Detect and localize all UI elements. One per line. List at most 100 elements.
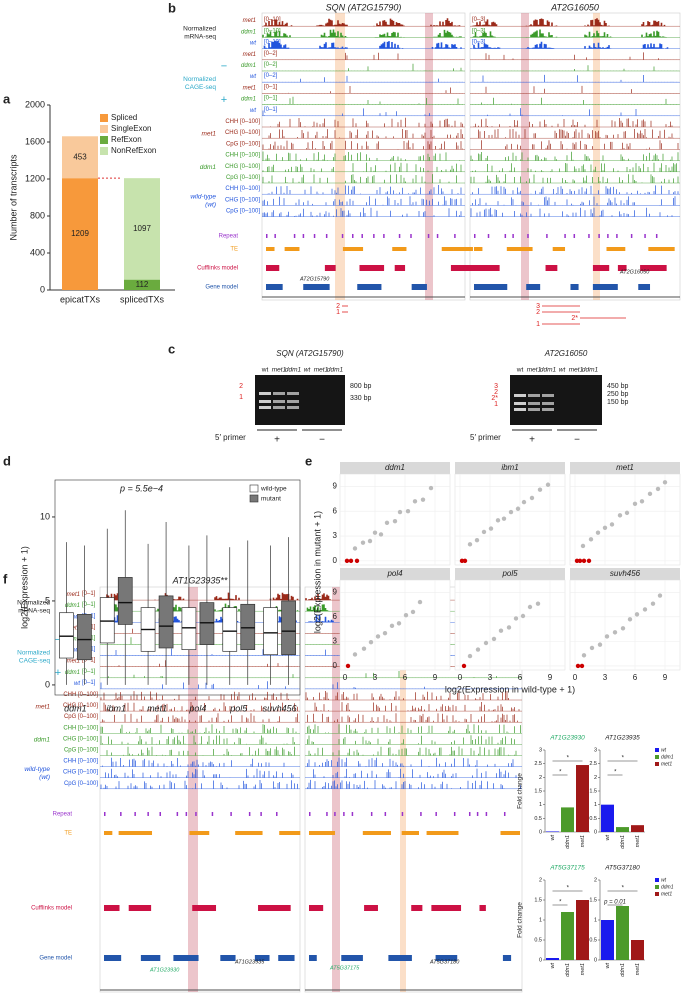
point [375, 634, 381, 639]
legend-swatch [100, 136, 108, 144]
feature [474, 284, 508, 290]
x-tick-label: ddm1 [64, 703, 87, 713]
band-label: 1 [494, 401, 498, 408]
feature [545, 265, 558, 271]
track-label: met1 [67, 659, 80, 665]
panel-letter: c [168, 341, 175, 356]
y-tick-label: 9 [333, 587, 338, 596]
y-tick-label: 2.5 [534, 761, 542, 767]
y-label: log2(Expression in mutant + 1) [312, 511, 322, 633]
feature [606, 247, 626, 251]
track-signal [470, 41, 669, 49]
feature [266, 234, 268, 238]
feature [260, 812, 262, 816]
x-tick-label: 0 [458, 673, 463, 682]
feature [564, 234, 566, 238]
track-label: CpG [0–100] [226, 209, 260, 215]
feature [487, 234, 490, 238]
bar [631, 825, 644, 832]
range-label: [0–10] [264, 28, 281, 34]
box [77, 614, 92, 661]
facet-panel [454, 579, 566, 671]
track-signal [470, 52, 679, 60]
point [475, 647, 481, 652]
point [602, 525, 608, 530]
feature [617, 265, 627, 271]
track-label: met1 [243, 52, 256, 58]
point [650, 601, 656, 606]
point [488, 526, 494, 531]
track-signal [100, 674, 298, 678]
feature [384, 812, 387, 816]
bar [576, 765, 589, 832]
feature [588, 234, 590, 238]
track-signal [470, 85, 679, 94]
facet-strip [570, 568, 680, 580]
highlight [593, 13, 600, 300]
lane-label: ddm1 [285, 367, 302, 374]
bar [601, 920, 614, 960]
box [117, 577, 133, 625]
point [527, 604, 533, 610]
feature [383, 234, 385, 238]
feature [364, 905, 378, 911]
point [620, 626, 626, 631]
x-tick-label: met1 [635, 835, 641, 847]
significance: * [566, 756, 569, 762]
y-tick-label: 5 [45, 595, 50, 605]
feature [211, 812, 214, 816]
point [515, 506, 521, 511]
group-label: wild-type [190, 194, 216, 201]
feature [362, 831, 391, 835]
highlight-point [348, 558, 354, 564]
gel-title: SQN (AT2G15790) [276, 349, 344, 358]
panel-letter: a [3, 91, 11, 106]
legend-swatch [100, 147, 108, 155]
facet-title: ddm1 [385, 463, 405, 472]
y-tick-label: 1.5 [534, 788, 542, 794]
track-signal [472, 196, 676, 206]
point [412, 499, 418, 504]
feature [185, 812, 188, 816]
track-label: wt [74, 681, 80, 687]
lane-label: ddm1 [582, 367, 599, 374]
feature [173, 955, 199, 961]
track-label: CpG [0–100] [226, 141, 260, 147]
y-tick-label: 2 [594, 877, 597, 883]
lane-label: met1 [314, 367, 329, 374]
y-label: Number of transcripts [8, 154, 18, 241]
peak-label: 2 [536, 309, 540, 316]
strand-label: + [55, 667, 61, 679]
track-label: ddm1 [241, 29, 256, 35]
x-tick-label: 6 [518, 673, 523, 682]
feature [485, 812, 488, 816]
panel-letter: e [305, 453, 312, 468]
y-tick-label: 0 [333, 556, 338, 565]
feature [120, 812, 122, 816]
feature [230, 812, 232, 816]
track-signal [470, 207, 673, 217]
track-signal [270, 117, 463, 127]
chart-title: AT1G23930 [549, 735, 585, 742]
track-signal [305, 690, 509, 700]
y-tick-label: 0 [594, 957, 597, 963]
x-tick-label: ddm1 [620, 963, 626, 977]
region-title: SQN (AT2G15790) [326, 2, 402, 12]
legend-label: RefExon [111, 135, 142, 144]
feature [474, 234, 476, 238]
track-label: CHH [0–100] [225, 186, 260, 192]
legend-swatch [655, 762, 659, 766]
x-tick-label: pol5 [229, 703, 248, 713]
track-signal [268, 129, 463, 139]
feature [474, 247, 483, 251]
bar [616, 906, 629, 960]
facet-panel [454, 473, 566, 566]
chart-title: AT1G23935 [604, 735, 640, 742]
point [372, 530, 378, 535]
y-label: Fold change [517, 773, 524, 809]
legend-label: ddm1 [661, 884, 674, 890]
facet-panel [339, 579, 451, 671]
legend-swatch [655, 885, 659, 889]
box [263, 607, 278, 656]
track-signal [103, 592, 299, 601]
